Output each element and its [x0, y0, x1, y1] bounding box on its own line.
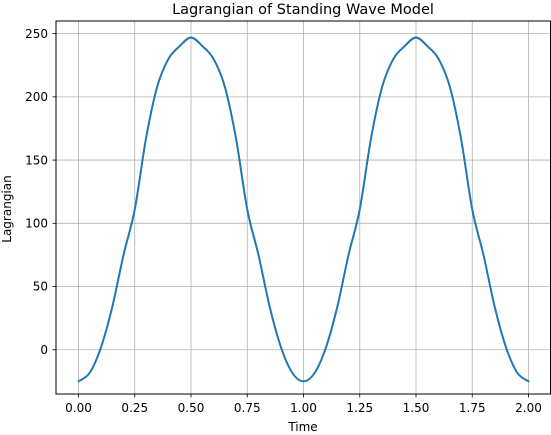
- x-tick-label: 2.00: [515, 401, 542, 415]
- x-tick-label: 1.00: [290, 401, 317, 415]
- chart-title: Lagrangian of Standing Wave Model: [172, 2, 434, 18]
- y-tick-label: 150: [25, 153, 48, 167]
- grid-lines: [56, 21, 551, 394]
- y-tick-label: 100: [25, 217, 48, 231]
- y-tick-label: 50: [33, 280, 48, 294]
- series-line: [77, 36, 530, 383]
- y-tick-label: 200: [25, 90, 48, 104]
- series-layer: [77, 36, 530, 383]
- x-tick-label: 1.25: [346, 401, 373, 415]
- x-tick-label: 1.50: [403, 401, 430, 415]
- x-tick-label: 0.00: [65, 401, 92, 415]
- y-axis-label: Lagrangian: [0, 175, 14, 242]
- axis-ticks: 0.00 0.25 0.50 0.75 1.00 1.25 1.50 1.75 2.00 0 50 1…: [25, 27, 542, 415]
- x-tick-label: 0.50: [178, 401, 205, 415]
- x-tick-label: 0.75: [234, 401, 261, 415]
- y-tick-label: 250: [25, 27, 48, 41]
- x-tick-label: 1.75: [459, 401, 486, 415]
- x-tick-label: 0.25: [121, 401, 148, 415]
- x-axis-label: Time: [287, 420, 317, 434]
- y-tick-label: 0: [40, 343, 48, 357]
